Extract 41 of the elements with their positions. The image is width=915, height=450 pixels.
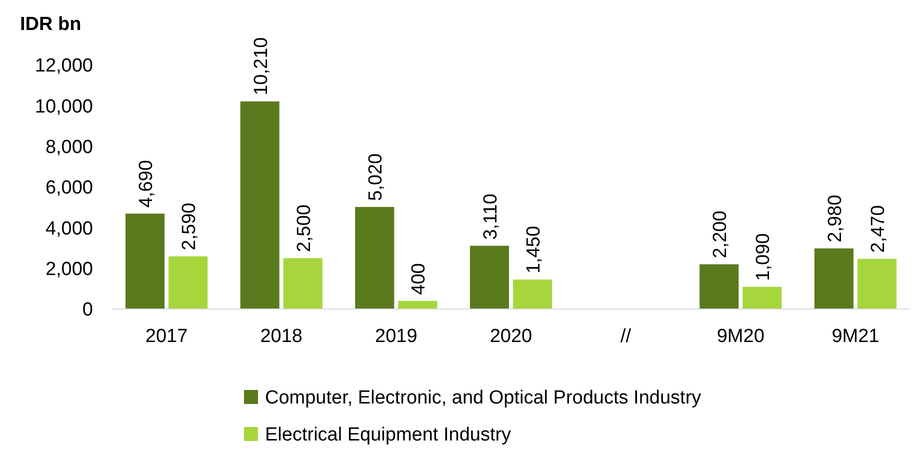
- legend-label: Electrical Equipment Industry: [265, 424, 512, 446]
- y-tick-label: 12,000: [34, 56, 93, 77]
- data-label: 10,210: [250, 37, 272, 96]
- y-tick-label: 8,000: [45, 136, 93, 158]
- x-tick-label: 9M20: [716, 326, 764, 347]
- y-tick-label: 2,000: [45, 258, 93, 280]
- x-tick-label: 2018: [260, 326, 302, 347]
- bar: [240, 101, 280, 309]
- data-label: 4,690: [136, 160, 158, 208]
- bar: [700, 264, 739, 309]
- x-tick-label: 2019: [375, 326, 418, 347]
- y-tick-label: 0: [82, 300, 93, 321]
- data-label: 2,470: [868, 205, 889, 253]
- bar: [398, 300, 438, 309]
- y-axis-title: IDR bn: [20, 14, 82, 35]
- y-tick-label: 6,000: [45, 178, 93, 199]
- y-tick-label: 10,000: [34, 96, 93, 118]
- x-tick-label: 2017: [145, 326, 188, 347]
- y-tick-label: 4,000: [45, 218, 93, 240]
- bar: [283, 258, 322, 309]
- bar: [814, 248, 854, 309]
- data-label: 5,020: [366, 153, 387, 201]
- bar: [513, 280, 552, 309]
- x-tick-label: //: [620, 326, 632, 347]
- bar: [168, 256, 208, 309]
- bar: [125, 214, 165, 309]
- bar: [857, 258, 897, 309]
- x-tick-label: 9M21: [832, 326, 880, 347]
- bar: [742, 286, 782, 309]
- data-label: 2,200: [710, 210, 732, 258]
- data-label: 2,980: [824, 194, 846, 242]
- bar: [355, 206, 394, 309]
- data-label: 2,590: [179, 202, 200, 250]
- bar: [470, 246, 509, 309]
- data-label: 1,450: [524, 226, 545, 274]
- data-label: 3,110: [480, 194, 502, 240]
- data-label: 1,090: [753, 233, 774, 281]
- x-tick-label: 2020: [490, 326, 532, 347]
- data-label: 400: [408, 263, 430, 295]
- data-label: 2,500: [294, 204, 315, 252]
- legend-label: Computer, Electronic, and Optical Products Industry: [265, 388, 702, 409]
